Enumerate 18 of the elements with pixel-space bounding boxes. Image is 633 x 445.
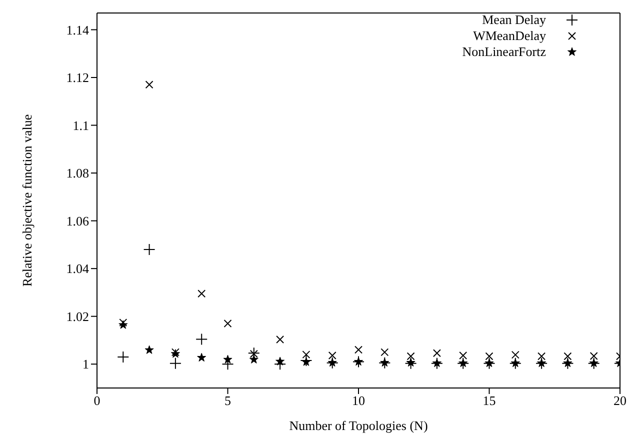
y-tick-label: 1.06 (66, 213, 90, 228)
y-tick-label: 1.14 (66, 22, 90, 38)
y-tick-label: 1.08 (66, 166, 89, 181)
y-tick-label: 1.02 (66, 308, 89, 324)
y-tick-label: 1.04 (66, 261, 90, 276)
y-axis-title: Relative objective function value (20, 114, 35, 287)
legend-label: NonLinearFortz (462, 44, 546, 60)
y-tick-label: 1 (82, 356, 89, 372)
x-tick-label: 10 (352, 393, 365, 408)
x-axis-title: Number of Topologies (N) (289, 418, 428, 433)
x-tick-label: 20 (614, 393, 626, 408)
x-tick-label: 0 (94, 393, 100, 408)
y-tick-label: 1.12 (66, 70, 89, 86)
y-tick-label: 1.1 (72, 118, 89, 133)
legend-label: Mean Delay (482, 12, 546, 28)
x-tick-label: 15 (482, 393, 496, 408)
legend-label: WMeanDelay (473, 28, 546, 44)
x-tick-label: 5 (224, 393, 231, 408)
